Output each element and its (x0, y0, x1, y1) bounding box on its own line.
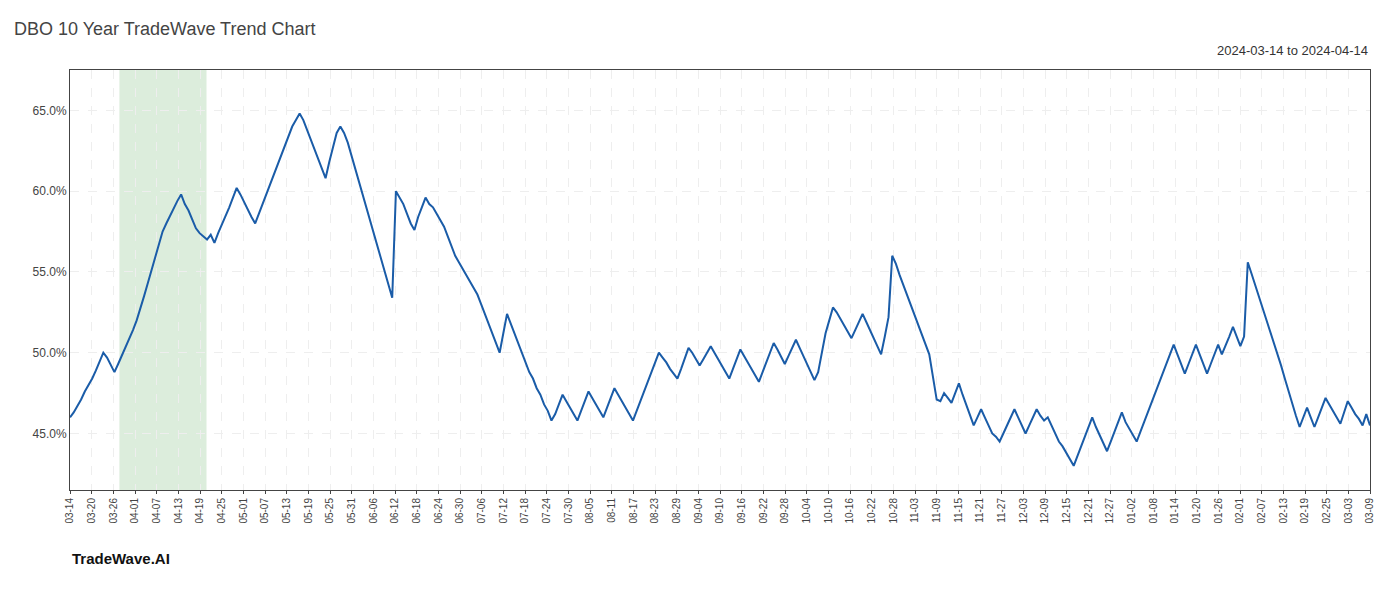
svg-text:04-01: 04-01 (129, 498, 140, 524)
svg-text:08-11: 08-11 (606, 498, 617, 523)
svg-text:45.0%: 45.0% (33, 427, 67, 441)
svg-text:09-28: 09-28 (779, 498, 790, 524)
svg-text:03-03: 03-03 (1343, 498, 1354, 524)
svg-text:10-10: 10-10 (823, 498, 834, 524)
svg-text:12-09: 12-09 (1039, 498, 1050, 524)
svg-text:10-04: 10-04 (801, 498, 812, 524)
svg-text:06-12: 06-12 (389, 498, 400, 524)
svg-text:05-19: 05-19 (303, 498, 314, 524)
svg-text:09-22: 09-22 (758, 498, 769, 524)
svg-text:12-15: 12-15 (1061, 498, 1072, 524)
svg-text:50.0%: 50.0% (33, 346, 67, 360)
svg-text:10-16: 10-16 (844, 498, 855, 524)
svg-text:07-30: 07-30 (563, 498, 574, 524)
svg-text:09-04: 09-04 (693, 498, 704, 524)
svg-text:09-16: 09-16 (736, 498, 747, 524)
svg-text:55.0%: 55.0% (33, 265, 67, 279)
svg-text:08-17: 08-17 (628, 498, 639, 524)
svg-text:DBO 10 Year TradeWave Trend Ch: DBO 10 Year TradeWave Trend Chart (14, 19, 316, 39)
svg-text:07-24: 07-24 (541, 498, 552, 524)
svg-text:06-18: 06-18 (411, 498, 422, 524)
svg-text:01-08: 01-08 (1148, 498, 1159, 524)
svg-text:05-31: 05-31 (346, 498, 357, 524)
svg-text:04-13: 04-13 (173, 498, 184, 524)
svg-text:05-13: 05-13 (281, 498, 292, 524)
svg-text:2024-03-14 to 2024-04-14: 2024-03-14 to 2024-04-14 (1217, 43, 1368, 58)
svg-text:12-27: 12-27 (1104, 498, 1115, 524)
svg-text:10-28: 10-28 (888, 498, 899, 524)
svg-text:03-09: 03-09 (1364, 498, 1375, 524)
svg-text:08-23: 08-23 (649, 498, 660, 524)
svg-text:65.0%: 65.0% (33, 104, 67, 118)
svg-text:01-20: 01-20 (1191, 498, 1202, 524)
svg-text:04-25: 04-25 (216, 498, 227, 524)
svg-text:11-09: 11-09 (931, 498, 942, 523)
svg-text:03-14: 03-14 (64, 498, 75, 524)
svg-text:06-30: 06-30 (454, 498, 465, 524)
svg-text:04-07: 04-07 (151, 498, 162, 524)
svg-text:11-21: 11-21 (974, 498, 985, 523)
svg-text:05-07: 05-07 (259, 498, 270, 524)
svg-text:02-01: 02-01 (1234, 498, 1245, 524)
svg-text:02-19: 02-19 (1299, 498, 1310, 524)
svg-text:03-20: 03-20 (86, 498, 97, 524)
svg-text:05-25: 05-25 (324, 498, 335, 524)
svg-text:05-01: 05-01 (238, 498, 249, 524)
svg-text:01-14: 01-14 (1169, 498, 1180, 524)
svg-text:06-06: 06-06 (368, 498, 379, 524)
svg-text:02-25: 02-25 (1321, 498, 1332, 524)
svg-text:TradeWave.AI: TradeWave.AI (72, 550, 170, 567)
svg-text:02-13: 02-13 (1278, 498, 1289, 524)
svg-text:07-18: 07-18 (519, 498, 530, 524)
svg-text:12-21: 12-21 (1083, 498, 1094, 524)
svg-text:12-03: 12-03 (1018, 498, 1029, 524)
svg-text:11-03: 11-03 (909, 498, 920, 523)
svg-text:09-10: 09-10 (714, 498, 725, 524)
svg-text:11-27: 11-27 (996, 498, 1007, 523)
svg-text:07-06: 07-06 (476, 498, 487, 524)
svg-text:10-22: 10-22 (866, 498, 877, 524)
svg-text:04-19: 04-19 (194, 498, 205, 524)
svg-text:07-12: 07-12 (498, 498, 509, 524)
svg-text:11-15: 11-15 (953, 498, 964, 523)
svg-text:01-02: 01-02 (1126, 498, 1137, 524)
svg-text:02-07: 02-07 (1256, 498, 1267, 524)
svg-text:03-26: 03-26 (108, 498, 119, 524)
svg-text:08-05: 08-05 (584, 498, 595, 524)
svg-text:01-26: 01-26 (1213, 498, 1224, 524)
svg-text:08-29: 08-29 (671, 498, 682, 524)
svg-text:60.0%: 60.0% (33, 184, 67, 198)
svg-text:06-24: 06-24 (433, 498, 444, 524)
